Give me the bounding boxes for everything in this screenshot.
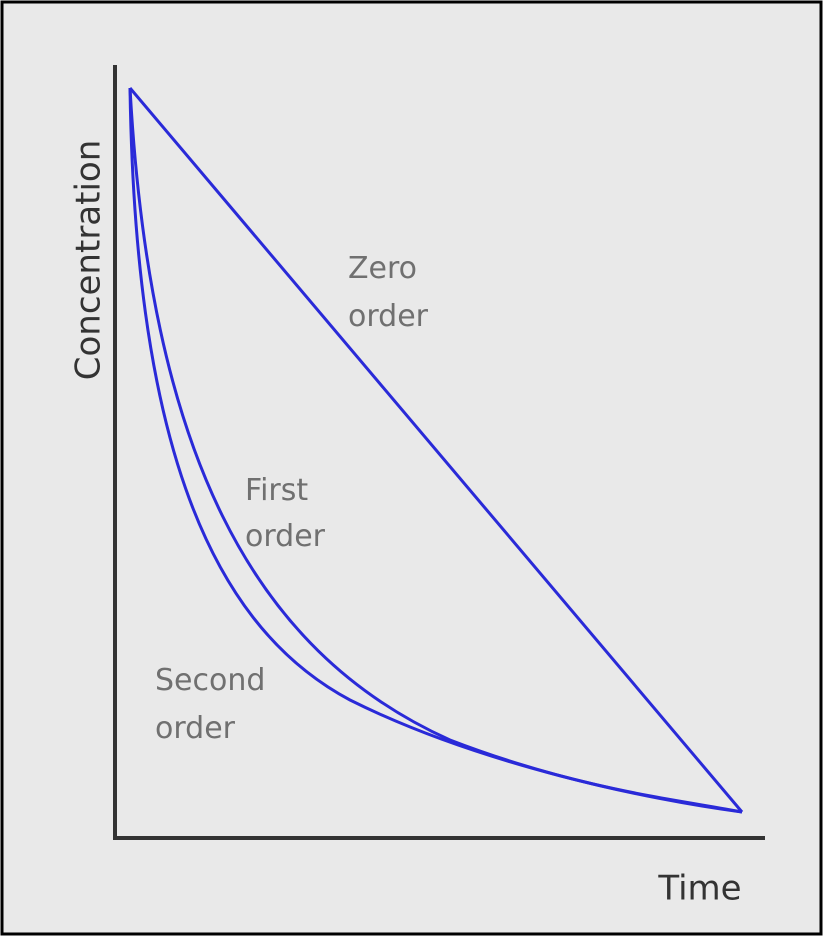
x-axis-label: Time: [657, 869, 741, 909]
zero-order-curve: [128, 87, 744, 813]
curve-label: First: [245, 473, 308, 508]
curve-label: order: [155, 711, 236, 746]
curve-label: Second: [155, 663, 265, 698]
curve-label: order: [348, 299, 429, 334]
second-order-curve: [128, 87, 743, 814]
curve-label: order: [245, 519, 326, 554]
curve-label: Zero: [348, 251, 417, 286]
y-axis-label: Concentration: [69, 140, 109, 381]
